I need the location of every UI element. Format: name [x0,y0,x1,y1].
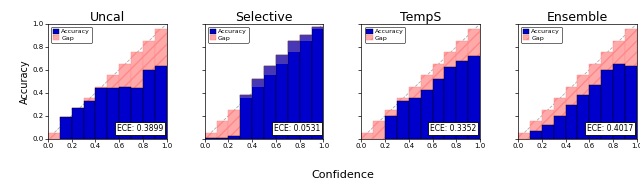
Bar [530,131,542,139]
Bar [216,138,228,139]
Bar [566,105,577,139]
Bar [468,29,480,56]
Bar [433,79,445,139]
Bar [84,98,95,101]
Bar [589,64,601,85]
Bar [566,87,577,105]
Bar [264,66,276,75]
Bar [276,55,288,64]
Bar [155,29,166,66]
Bar [518,133,530,139]
Bar [84,101,95,139]
Bar [228,110,240,136]
Bar [300,35,312,41]
Bar [601,52,613,70]
Bar [300,35,312,139]
Text: ECE: 0.4017: ECE: 0.4017 [587,124,633,133]
Bar [72,108,84,110]
Bar [312,27,323,29]
Bar [108,88,119,139]
Bar [131,52,143,88]
Bar [240,95,252,98]
Bar [589,85,601,139]
Bar [445,67,456,139]
Bar [433,64,445,79]
Bar [300,35,312,41]
Bar [554,98,566,116]
Bar [205,138,216,139]
Bar [554,116,566,139]
Bar [252,79,264,139]
Bar [119,87,131,139]
Legend: Accuracy, Gap: Accuracy, Gap [365,27,405,43]
Bar [252,79,264,87]
Bar [72,108,84,139]
Legend: Accuracy, Gap: Accuracy, Gap [521,27,562,43]
Bar [420,90,433,139]
Bar [542,110,554,125]
Bar [312,27,323,29]
Bar [288,41,300,139]
Title: Ensemble: Ensemble [547,11,608,24]
Bar [143,41,155,70]
Bar [155,66,166,139]
Bar [468,56,480,139]
Bar [264,66,276,75]
Bar [95,88,108,139]
Bar [409,87,420,98]
Bar [625,66,637,139]
Bar [577,75,589,95]
Bar [409,98,420,139]
Bar [385,110,397,116]
Bar [240,95,252,98]
Bar [276,55,288,139]
Text: ECE: 0.3899: ECE: 0.3899 [117,124,163,133]
Bar [456,61,468,139]
Bar [373,121,385,139]
Bar [228,136,240,139]
Text: ECE: 0.0531: ECE: 0.0531 [273,124,320,133]
Bar [312,27,323,139]
Bar [362,133,373,139]
Bar [288,41,300,52]
Bar [264,66,276,139]
Bar [613,41,625,64]
Bar [601,70,613,139]
Bar [119,64,131,87]
Bar [288,41,300,52]
Bar [143,70,155,139]
Bar [445,52,456,67]
Bar [60,117,72,139]
Bar [542,125,554,139]
Bar [48,133,60,139]
Bar [60,117,72,121]
Bar [108,75,119,88]
Bar [420,75,433,90]
Bar [252,79,264,87]
Bar [205,133,216,138]
Bar [397,101,409,139]
Bar [240,95,252,139]
Bar [276,55,288,64]
Bar [456,41,468,61]
Text: ECE: 0.3352: ECE: 0.3352 [430,124,477,133]
Bar [397,98,409,101]
Bar [131,88,143,139]
Y-axis label: Accuracy: Accuracy [20,59,30,104]
Bar [216,121,228,138]
Text: Confidence: Confidence [311,170,374,180]
Bar [577,95,589,139]
Legend: Accuracy, Gap: Accuracy, Gap [208,27,248,43]
Bar [95,87,108,88]
Bar [625,29,637,66]
Title: Selective: Selective [236,11,293,24]
Legend: Accuracy, Gap: Accuracy, Gap [51,27,92,43]
Title: TempS: TempS [400,11,442,24]
Bar [385,116,397,139]
Bar [530,121,542,131]
Title: Uncal: Uncal [90,11,125,24]
Bar [613,64,625,139]
